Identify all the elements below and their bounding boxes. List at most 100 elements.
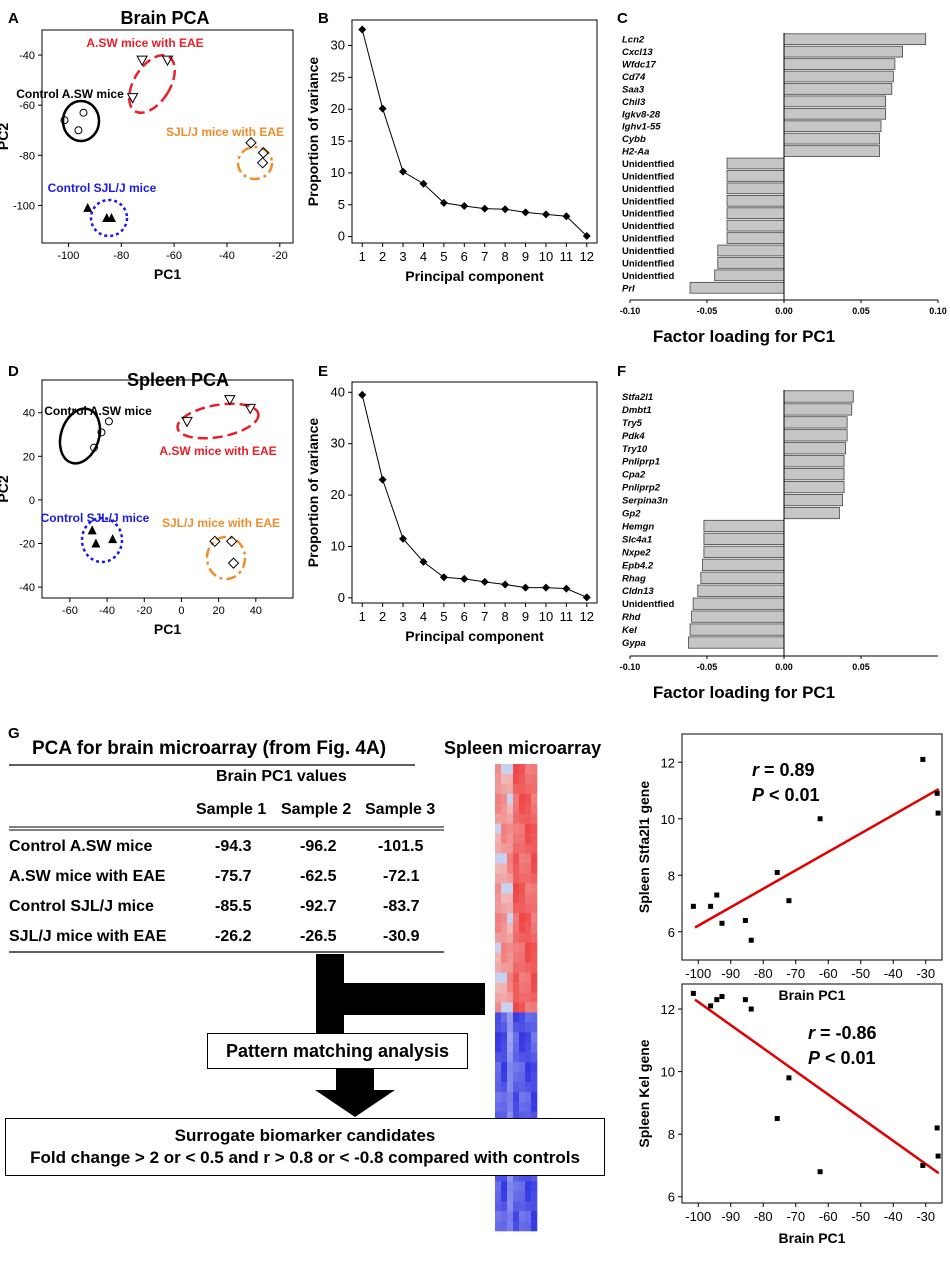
data-point xyxy=(501,580,510,589)
data-point xyxy=(378,475,387,484)
bar-label: Unidentfied xyxy=(622,246,674,257)
y-tick-label: 0 xyxy=(338,590,345,605)
bar xyxy=(783,403,853,416)
bar-label: Pnliprp1 xyxy=(622,457,660,468)
heatmap-cell xyxy=(531,803,538,814)
heatmap-cell xyxy=(501,843,508,854)
heatmap-cell xyxy=(501,893,508,904)
heatmap-cell xyxy=(501,883,508,894)
heatmap-cell xyxy=(519,793,526,805)
heatmap-cell xyxy=(495,843,502,854)
data-point xyxy=(227,557,240,569)
table-cell: -30.9 xyxy=(383,928,420,945)
stat-p: P < 0.01 xyxy=(752,785,820,805)
x-axis-label: Brain PC1 xyxy=(779,987,846,1003)
heatmap-cell xyxy=(501,952,508,964)
x-tick-label: 0.00 xyxy=(775,662,793,672)
heatmap-cell xyxy=(525,1022,532,1033)
x-tick-label: 0.05 xyxy=(852,306,870,316)
bar xyxy=(703,532,785,546)
data-point xyxy=(419,179,428,188)
heatmap-cell xyxy=(501,833,508,844)
group-label: A.SW mice with EAE xyxy=(159,444,276,458)
heatmap-cell xyxy=(507,1101,514,1113)
group-ellipse xyxy=(89,198,129,238)
bar xyxy=(783,493,843,507)
group-label: Control A.SW mice xyxy=(44,404,152,418)
x-tick-label: -0.05 xyxy=(697,306,718,316)
heatmap-cell xyxy=(501,1181,508,1192)
data-point xyxy=(225,535,238,548)
heatmap-cell xyxy=(525,1181,532,1192)
heatmap-cell xyxy=(513,863,520,874)
heatmap-cell xyxy=(531,764,538,775)
y-tick-label: 12 xyxy=(661,1002,675,1017)
bar xyxy=(783,429,848,442)
x-tick-label: -20 xyxy=(272,250,288,262)
data-point xyxy=(161,55,174,67)
heatmap-cell xyxy=(519,1062,526,1073)
data-point xyxy=(541,210,550,219)
heatmap-cell xyxy=(525,1032,532,1043)
bar xyxy=(783,107,887,120)
heatmap-cell xyxy=(519,922,526,934)
bar-label: Pdk4 xyxy=(622,431,645,442)
data-point xyxy=(223,395,236,406)
heatmap-cell xyxy=(519,863,526,874)
data-point xyxy=(774,1116,780,1122)
heatmap-cell xyxy=(525,1211,532,1222)
heatmap-cell xyxy=(501,1111,508,1123)
heatmap-cell xyxy=(525,893,532,904)
data-point xyxy=(934,790,940,796)
bar xyxy=(703,545,785,558)
data-point xyxy=(378,104,387,113)
heatmap-cell xyxy=(513,942,520,954)
heatmap-cell xyxy=(507,863,514,874)
data-point xyxy=(108,534,118,544)
data-point xyxy=(104,417,113,426)
y-axis-label: Spleen Stfa2l1 gene xyxy=(636,781,652,913)
bar xyxy=(717,244,785,257)
heatmap-cell xyxy=(519,942,526,954)
heatmap-cell xyxy=(501,1062,508,1073)
data-point xyxy=(817,1169,823,1175)
x-tick-label: 12 xyxy=(580,609,594,624)
heatmap-cell xyxy=(525,1191,532,1202)
bar-label: Try5 xyxy=(622,418,643,429)
heatmap-cell xyxy=(513,1012,520,1023)
heatmap-cell xyxy=(513,883,520,894)
heatmap-cell xyxy=(495,1181,502,1192)
heatmap-cell xyxy=(525,1101,532,1113)
bar xyxy=(783,455,845,468)
heatmap-cell xyxy=(519,833,526,844)
table-row-label: Control A.SW mice xyxy=(9,838,153,855)
heatmap-cell xyxy=(513,893,520,904)
heatmap-cell xyxy=(507,913,514,924)
heatmap-cell xyxy=(507,1052,514,1063)
data-point xyxy=(748,1006,754,1012)
heatmap-cell xyxy=(495,922,502,934)
heatmap-cell xyxy=(519,1091,526,1103)
heatmap-cell xyxy=(519,1111,526,1123)
x-tick-label: 8 xyxy=(502,609,509,624)
x-tick-label: 0 xyxy=(178,605,184,617)
data-point xyxy=(714,892,720,898)
heatmap-cell xyxy=(531,1081,538,1093)
data-point xyxy=(934,1125,940,1131)
x-tick-label: 7 xyxy=(481,609,488,624)
heatmap-cell xyxy=(501,1171,508,1182)
y-tick-label: -40 xyxy=(19,582,35,594)
x-tick-label: 40 xyxy=(250,605,262,617)
heatmap-cell xyxy=(495,1201,502,1212)
x-tick-label: -80 xyxy=(754,1209,773,1224)
data-point xyxy=(480,577,489,586)
heatmap-cell xyxy=(525,843,532,854)
heatmap-cell xyxy=(519,913,526,924)
x-tick-label: 20 xyxy=(213,605,225,617)
data-point xyxy=(209,535,221,548)
heatmap-cell xyxy=(507,833,514,844)
heatmap-cell xyxy=(495,952,502,964)
heatmap-cell xyxy=(525,1052,532,1063)
heatmap-cell xyxy=(531,1171,538,1182)
table-cell: -94.3 xyxy=(215,838,252,855)
